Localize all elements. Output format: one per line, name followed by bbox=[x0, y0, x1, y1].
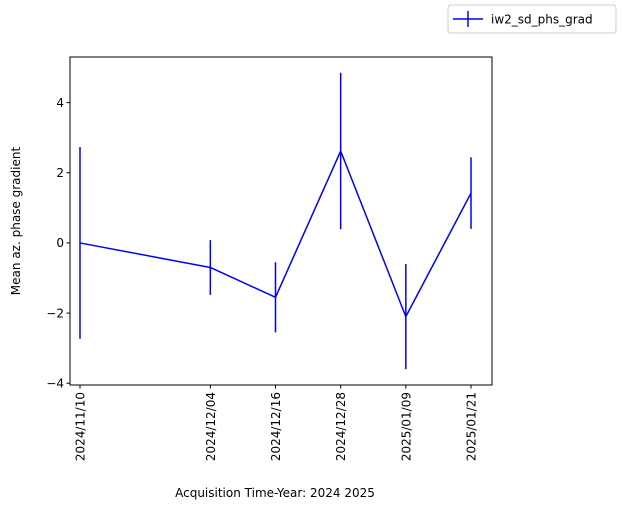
legend-label: iw2_sd_phs_grad bbox=[491, 13, 593, 27]
x-axis: 2024/11/10 2024/12/04 2024/12/16 2024/12/28… bbox=[74, 385, 479, 461]
legend-frame bbox=[447, 4, 617, 34]
x-axis-label: Acquisition Time-Year: 2024 2025 bbox=[175, 486, 375, 500]
x-tick-label: 2024/12/16 bbox=[269, 392, 283, 461]
legend: iw2_sd_phs_grad bbox=[447, 4, 617, 34]
y-axis-label: Mean az. phase gradient bbox=[9, 147, 23, 296]
plot-frame bbox=[69, 56, 493, 386]
y-tick-label: −2 bbox=[46, 306, 64, 320]
x-tick-label: 2024/11/10 bbox=[74, 392, 88, 461]
y-tick-label: 4 bbox=[56, 96, 64, 110]
y-tick-label: 0 bbox=[56, 236, 64, 250]
x-tick-label: 2025/01/09 bbox=[399, 392, 413, 461]
x-tick-label: 2024/12/28 bbox=[334, 392, 348, 461]
plot-area bbox=[79, 72, 472, 370]
x-tick-label: 2024/12/04 bbox=[204, 392, 218, 461]
x-tick-label: 2025/01/21 bbox=[465, 392, 479, 461]
y-tick-label: −4 bbox=[46, 377, 64, 391]
y-tick-label: 2 bbox=[56, 166, 64, 180]
series-line bbox=[79, 150, 472, 318]
y-axis: −4 −2 0 2 4 bbox=[46, 96, 70, 391]
